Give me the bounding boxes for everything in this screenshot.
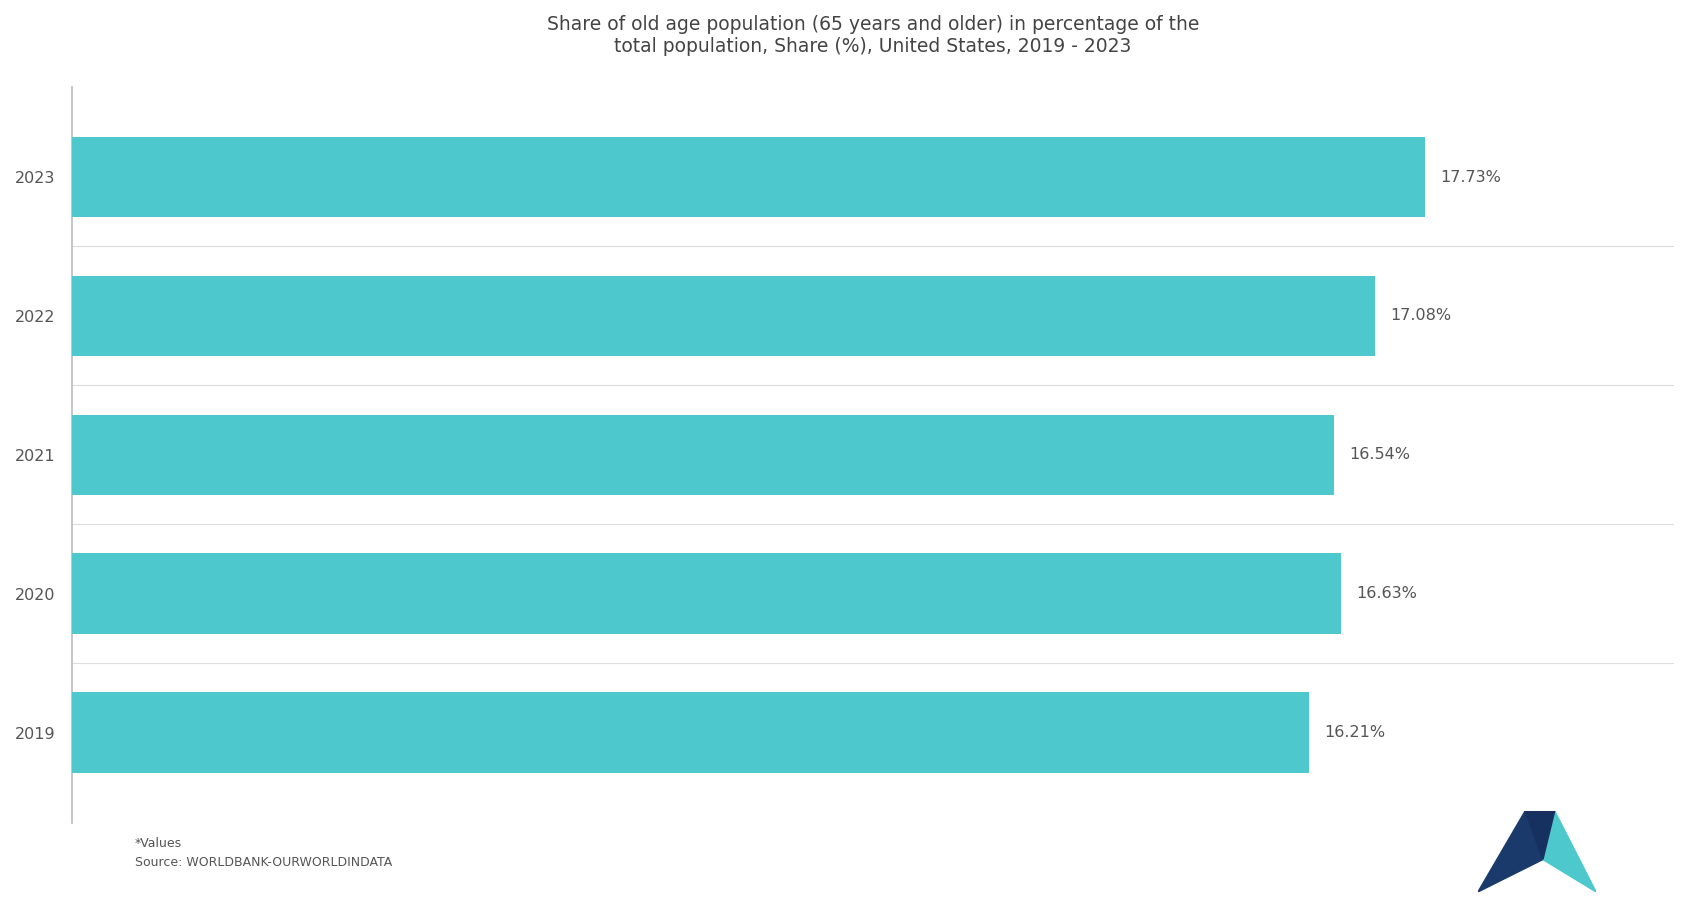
Title: Share of old age population (65 years and older) in percentage of the
total popu: Share of old age population (65 years an… bbox=[547, 15, 1199, 56]
Bar bbox=[73, 692, 1309, 773]
Polygon shape bbox=[1542, 811, 1596, 892]
Text: 16.21%: 16.21% bbox=[1324, 725, 1385, 740]
Text: *Values
Source: WORLDBANK-OURWORLDINDATA: *Values Source: WORLDBANK-OURWORLDINDATA bbox=[135, 837, 392, 869]
Bar bbox=[73, 276, 1375, 356]
Text: 17.73%: 17.73% bbox=[1439, 169, 1502, 185]
Polygon shape bbox=[1525, 811, 1554, 860]
Polygon shape bbox=[1478, 811, 1542, 892]
Text: 16.54%: 16.54% bbox=[1350, 447, 1410, 462]
Bar bbox=[73, 414, 1334, 496]
Text: 17.08%: 17.08% bbox=[1390, 308, 1451, 323]
Text: 16.63%: 16.63% bbox=[1356, 587, 1417, 601]
Bar bbox=[73, 137, 1424, 217]
Bar bbox=[73, 553, 1341, 634]
